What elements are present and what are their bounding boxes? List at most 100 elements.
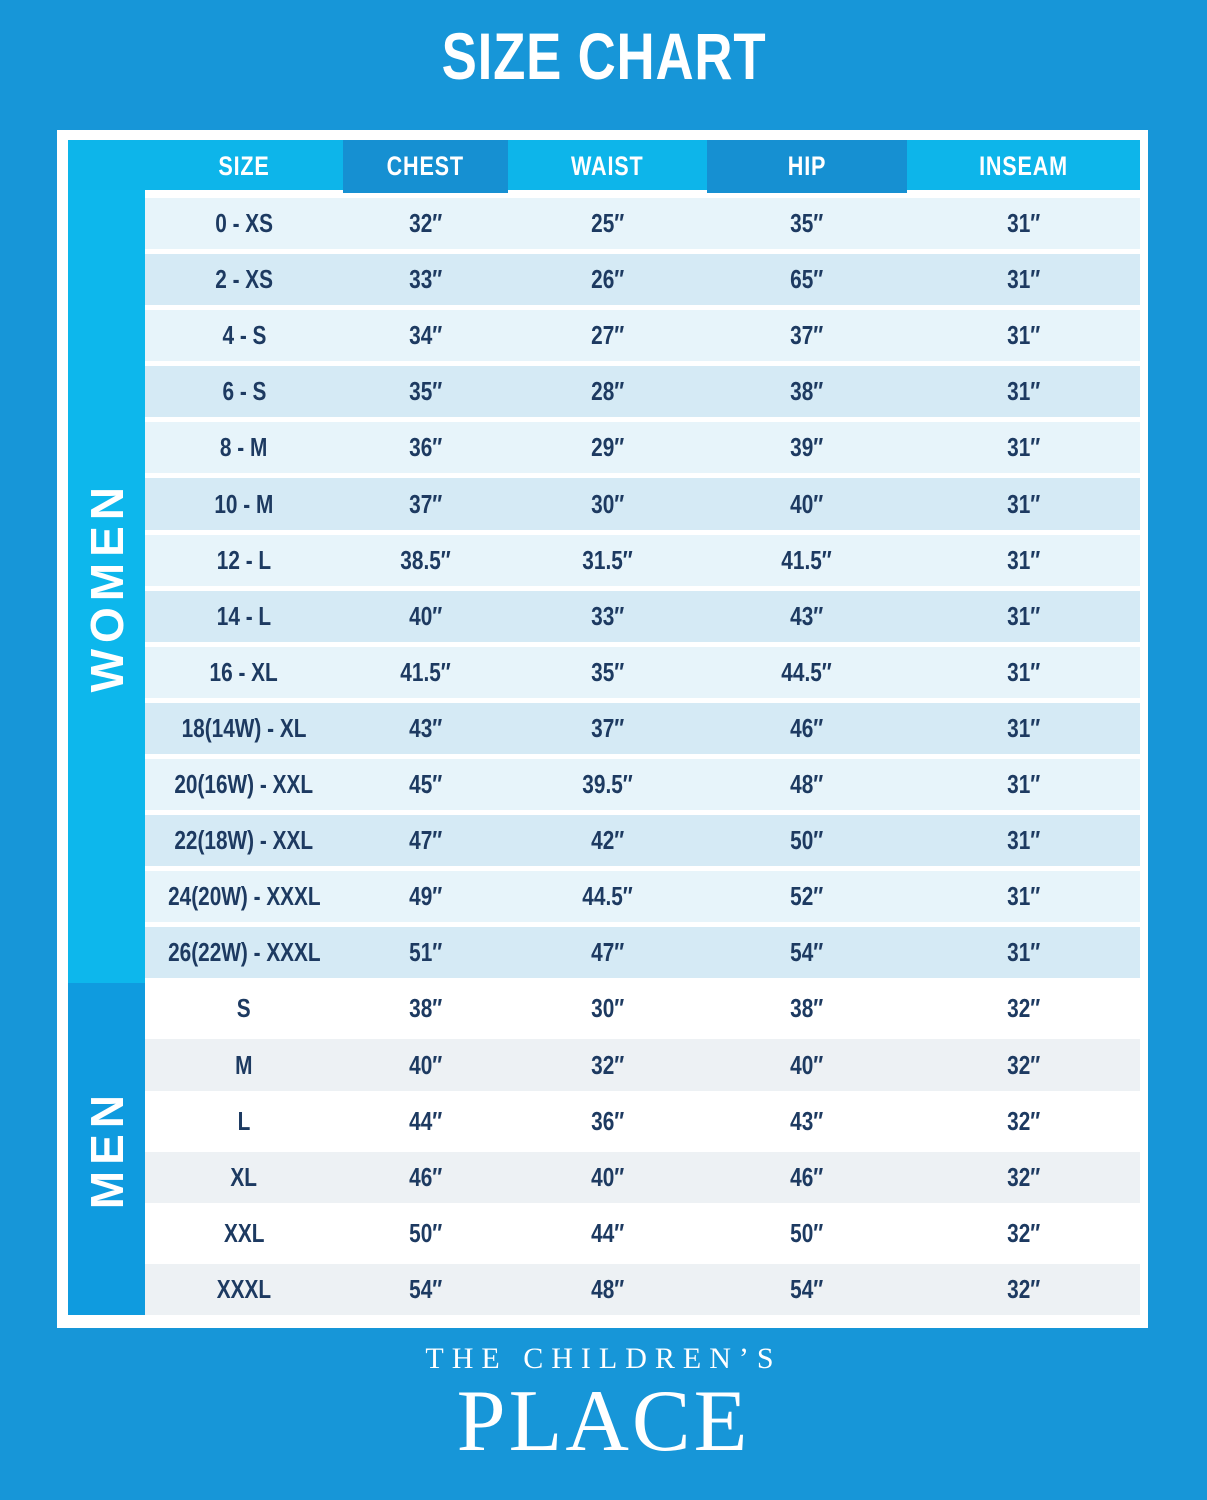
cell-size: 18(14W) - XL <box>145 702 343 754</box>
cell-hip: 40″ <box>707 478 907 530</box>
cell-hip-value: 50″ <box>790 1217 824 1248</box>
cell-waist: 39.5″ <box>508 758 707 811</box>
cell-size: 24(20W) - XXXL <box>145 871 343 923</box>
section-band-women: WOMEN <box>68 190 145 984</box>
cell-chest-value: 47″ <box>408 825 443 856</box>
cell-hip-value: 40″ <box>790 1049 824 1080</box>
cell-size: XL <box>145 1151 343 1203</box>
cell-chest: 37″ <box>343 478 508 530</box>
cell-chest: 43″ <box>343 702 508 754</box>
cell-chest: 32″ <box>343 198 508 250</box>
cell-hip-value: 46″ <box>790 1161 824 1192</box>
cell-inseam-value: 31″ <box>1006 600 1041 631</box>
cell-chest-value: 40″ <box>408 1049 443 1080</box>
cell-inseam: 31″ <box>907 254 1140 306</box>
cell-chest-value: 50″ <box>408 1217 443 1248</box>
cell-chest-value: 51″ <box>408 937 443 968</box>
cell-waist: 42″ <box>508 815 707 867</box>
cell-inseam: 31″ <box>907 927 1140 979</box>
brand-logo: THE CHILDREN’S PLACE <box>0 1344 1207 1466</box>
size-chart-table: SIZE CHEST WAIST HIP INSEAM WOMEN 0 - XS 3… <box>57 130 1148 1328</box>
cell-inseam-value: 31″ <box>1006 937 1041 968</box>
cell-waist: 35″ <box>508 646 707 698</box>
cell-hip: 48″ <box>707 758 907 811</box>
cell-hip-value: 39″ <box>790 432 824 463</box>
cell-hip: 35″ <box>707 198 907 250</box>
cell-size-value: S <box>237 993 251 1024</box>
cell-waist: 44.5″ <box>508 871 707 923</box>
cell-inseam: 32″ <box>907 1151 1140 1203</box>
column-header-hip: HIP <box>707 140 907 193</box>
cell-inseam: 32″ <box>907 983 1140 1035</box>
cell-chest: 54″ <box>343 1263 508 1315</box>
cell-waist-value: 47″ <box>590 937 625 968</box>
cell-chest: 51″ <box>343 927 508 979</box>
cell-waist-value: 48″ <box>590 1273 625 1304</box>
cell-hip-value: 52″ <box>790 881 824 912</box>
cell-size: 20(16W) - XXL <box>145 758 343 811</box>
column-header-chest: CHEST <box>343 140 508 193</box>
cell-chest-value: 44″ <box>408 1105 443 1136</box>
cell-waist: 29″ <box>508 422 707 474</box>
cell-inseam-value: 31″ <box>1006 208 1041 239</box>
cell-chest: 47″ <box>343 815 508 867</box>
cell-hip-value: 43″ <box>790 1105 824 1136</box>
cell-inseam-value: 31″ <box>1006 544 1041 575</box>
cell-hip-value: 54″ <box>790 937 824 968</box>
cell-waist-value: 25″ <box>590 208 625 239</box>
page-title-text: SIZE CHART <box>441 19 766 93</box>
cell-waist-value: 26″ <box>590 264 625 295</box>
cell-hip: 46″ <box>707 1151 907 1203</box>
cell-chest: 41.5″ <box>343 646 508 698</box>
cell-waist: 30″ <box>508 983 707 1035</box>
cell-waist-value: 39.5″ <box>582 769 633 800</box>
cell-chest-value: 38″ <box>408 993 443 1024</box>
cell-inseam: 31″ <box>907 758 1140 811</box>
cell-hip: 41.5″ <box>707 534 907 586</box>
cell-hip: 40″ <box>707 1039 907 1091</box>
cell-chest-value: 40″ <box>408 600 443 631</box>
cell-hip-value: 41.5″ <box>781 544 833 575</box>
cell-inseam: 31″ <box>907 310 1140 362</box>
cell-size-value: M <box>235 1049 253 1080</box>
cell-waist: 37″ <box>508 702 707 754</box>
cell-inseam-value: 32″ <box>1006 1273 1041 1304</box>
cell-waist: 32″ <box>508 1039 707 1091</box>
cell-waist: 36″ <box>508 1095 707 1147</box>
cell-size-value: XXL <box>223 1217 265 1248</box>
cell-waist: 40″ <box>508 1151 707 1203</box>
cell-size: 8 - M <box>145 422 343 474</box>
cell-waist: 25″ <box>508 198 707 250</box>
cell-size-value: 24(20W) - XXXL <box>167 881 321 912</box>
cell-chest-value: 41.5″ <box>400 656 451 687</box>
cell-waist-value: 44.5″ <box>582 881 633 912</box>
cell-size-value: 16 - XL <box>209 656 279 687</box>
cell-chest: 49″ <box>343 871 508 923</box>
table-body: WOMEN 0 - XS 32″ 25″ 35″ 31″ 2 - XS 33″ 26″ 65″ 31… <box>68 190 1140 1315</box>
cell-hip-value: 50″ <box>790 825 824 856</box>
cell-waist: 30″ <box>508 478 707 530</box>
cell-hip-value: 37″ <box>790 320 824 351</box>
cell-size-value: 20(16W) - XXL <box>174 769 314 800</box>
cell-inseam-value: 31″ <box>1006 712 1041 743</box>
cell-size-value: 8 - M <box>220 432 268 463</box>
cell-hip-value: 38″ <box>790 376 824 407</box>
cell-waist-value: 36″ <box>590 1105 625 1136</box>
cell-chest-value: 49″ <box>408 881 443 912</box>
cell-waist: 44″ <box>508 1207 707 1259</box>
header-corner-cell <box>68 140 145 193</box>
cell-chest: 33″ <box>343 254 508 306</box>
cell-chest-value: 33″ <box>408 264 443 295</box>
cell-size-value: 12 - L <box>216 544 272 575</box>
cell-inseam-value: 32″ <box>1006 1049 1041 1080</box>
cell-waist-value: 30″ <box>590 488 625 519</box>
cell-chest-value: 34″ <box>408 320 443 351</box>
cell-waist-value: 37″ <box>590 712 625 743</box>
cell-waist-value: 35″ <box>590 656 625 687</box>
cell-hip: 39″ <box>707 422 907 474</box>
cell-waist: 31.5″ <box>508 534 707 586</box>
cell-size-value: 4 - S <box>222 320 266 351</box>
cell-size: 14 - L <box>145 590 343 642</box>
cell-inseam: 31″ <box>907 871 1140 923</box>
cell-hip-value: 35″ <box>790 208 824 239</box>
